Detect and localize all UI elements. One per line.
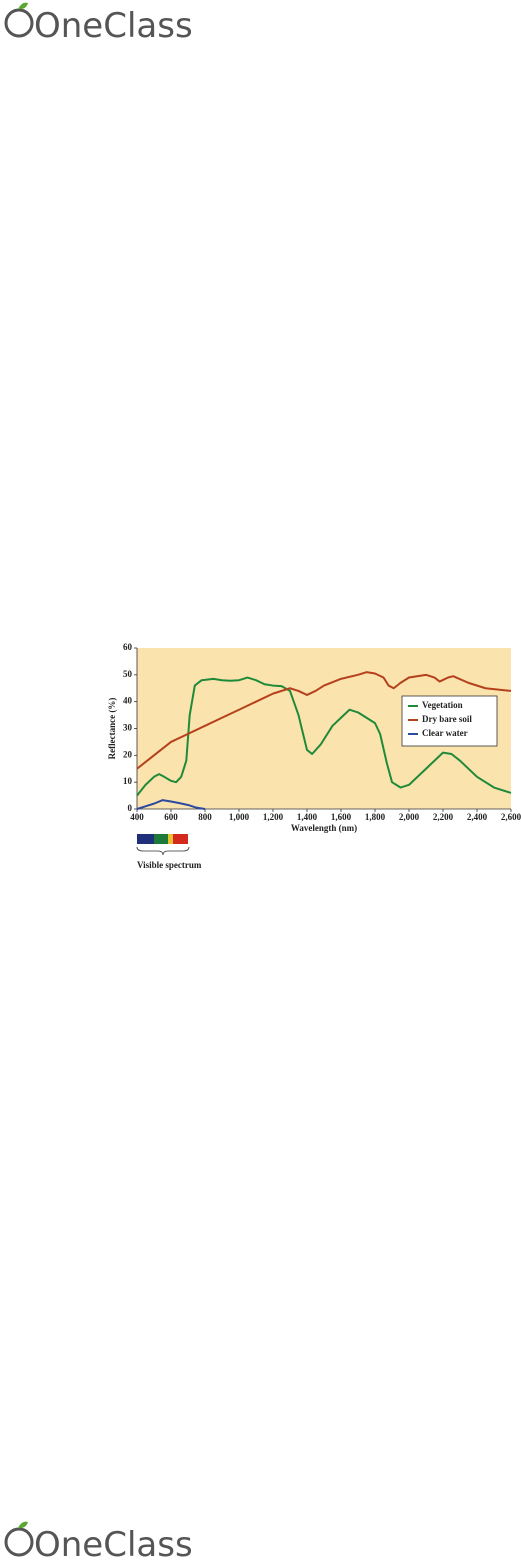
logo-mark [4, 1527, 34, 1557]
x-tick-label: 800 [198, 812, 212, 822]
series-line [136, 676, 512, 797]
y-tick-label: 10 [123, 776, 133, 786]
y-tick-label: 20 [123, 749, 133, 759]
spectrum-green [154, 834, 168, 844]
legend-label: Vegetation [422, 700, 463, 710]
spectrum-yellow [168, 834, 173, 844]
x-tick-label: 2,000 [399, 812, 420, 822]
x-tick-label: 400 [130, 812, 144, 822]
spectrum-blue [137, 834, 154, 844]
x-tick-label: 2,400 [467, 812, 488, 822]
logo-mark [4, 8, 34, 38]
x-tick-label: 1,600 [331, 812, 352, 822]
x-tick-label: 1,400 [297, 812, 318, 822]
y-tick-label: 0 [128, 803, 133, 813]
logo-text: OneClass [34, 1525, 193, 1561]
header-logo: OneClass [4, 2, 193, 46]
legend-box [401, 695, 498, 747]
series-line [136, 799, 206, 810]
y-tick-label: 50 [123, 669, 133, 679]
spectrum-bracket [136, 846, 190, 856]
x-tick-label: 2,600 [501, 812, 521, 822]
footer-logo: OneClass [4, 1521, 193, 1561]
logo-leaf [18, 2, 28, 10]
x-tick-label: 1,200 [263, 812, 284, 822]
series-line [136, 671, 512, 770]
x-tick-label: 1,800 [365, 812, 386, 822]
x-tick-label: 1,000 [229, 812, 250, 822]
logo-text: OneClass [34, 6, 193, 46]
x-axis-label: Wavelength (nm) [291, 823, 357, 833]
chart: Visible spectrum 0 10 20 30 40 50 60 400 600 800 1… [107, 642, 521, 870]
legend-label: Dry bare soil [422, 714, 472, 724]
y-axis-label: Reflectance (%) [107, 698, 117, 760]
y-tick-label: 60 [123, 642, 133, 652]
x-tick-label: 600 [164, 812, 178, 822]
x-tick-label: 2,200 [433, 812, 454, 822]
logo-leaf [18, 1521, 28, 1529]
y-tick-label: 40 [123, 696, 133, 706]
legend-label: Clear water [422, 728, 468, 738]
spectrum-red [173, 834, 188, 844]
y-tick-label: 30 [123, 723, 133, 733]
annotation: Visible spectrum [137, 860, 202, 870]
